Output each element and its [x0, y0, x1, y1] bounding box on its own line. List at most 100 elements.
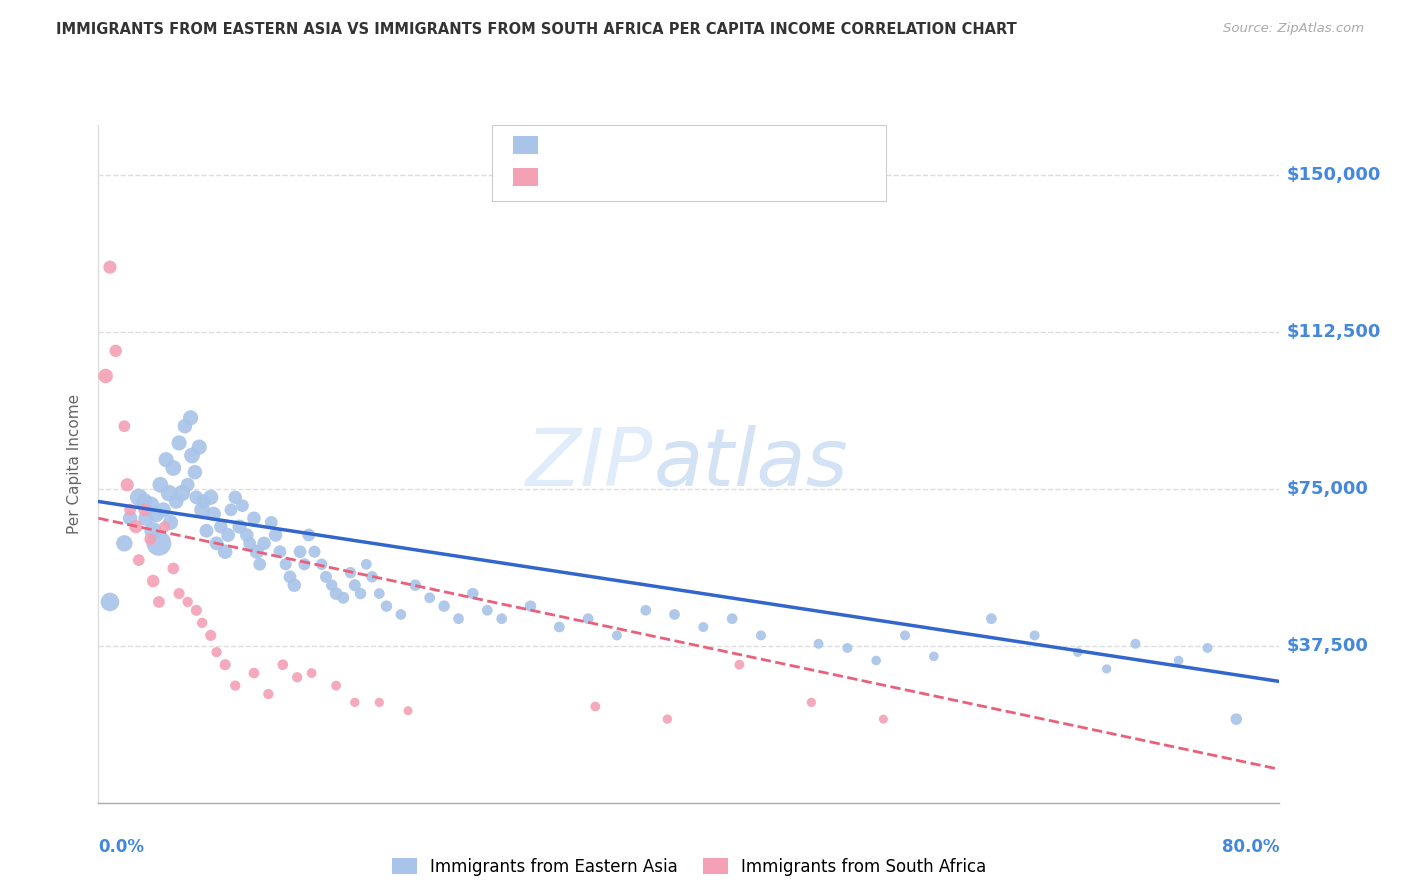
Point	[202, 507, 225, 521]
Point	[135, 511, 157, 525]
Point	[112, 536, 135, 550]
Point	[311, 558, 333, 572]
Point	[243, 511, 266, 525]
Point	[155, 452, 177, 467]
Text: $150,000: $150,000	[1286, 166, 1381, 184]
Text: $75,000: $75,000	[1286, 480, 1368, 498]
Point	[1095, 662, 1118, 676]
Point	[191, 615, 214, 630]
Point	[278, 570, 301, 584]
Point	[249, 558, 271, 572]
Text: atlas: atlas	[654, 425, 848, 503]
Point	[304, 545, 326, 559]
Point	[214, 657, 236, 672]
Point	[165, 494, 187, 508]
Point	[800, 695, 823, 709]
Point	[447, 612, 470, 626]
Point	[583, 699, 606, 714]
Point	[264, 528, 287, 542]
Point	[1024, 628, 1046, 642]
Legend: Immigrants from Eastern Asia, Immigrants from South Africa: Immigrants from Eastern Asia, Immigrants…	[385, 851, 993, 882]
Point	[128, 491, 150, 505]
Point	[433, 599, 456, 614]
Point	[162, 561, 184, 575]
Point	[125, 519, 148, 533]
Point	[301, 666, 323, 681]
Point	[285, 670, 308, 684]
Point	[419, 591, 441, 605]
Point	[315, 570, 337, 584]
Point	[98, 260, 121, 275]
Point	[120, 503, 142, 517]
Point	[134, 503, 156, 517]
Point	[152, 503, 174, 517]
Point	[200, 491, 222, 505]
Point	[461, 586, 484, 600]
Point	[288, 545, 311, 559]
Point	[1125, 637, 1147, 651]
Point	[134, 494, 156, 508]
Point	[205, 536, 228, 550]
Point	[200, 628, 222, 642]
Point	[148, 536, 170, 550]
Point	[243, 666, 266, 681]
Point	[361, 570, 384, 584]
Text: 80.0%: 80.0%	[1222, 838, 1279, 856]
Point	[177, 595, 200, 609]
Text: $37,500: $37,500	[1286, 637, 1368, 655]
Point	[228, 519, 250, 533]
Point	[193, 494, 215, 508]
Point	[349, 586, 371, 600]
Point	[389, 607, 412, 622]
Point	[728, 657, 751, 672]
Point	[865, 653, 887, 667]
Point	[634, 603, 657, 617]
Point	[343, 578, 366, 592]
Point	[325, 679, 347, 693]
Point	[120, 511, 142, 525]
Text: $112,500: $112,500	[1286, 323, 1381, 341]
Point	[477, 603, 499, 617]
Point	[177, 477, 200, 491]
Point	[224, 679, 246, 693]
Point	[142, 524, 165, 538]
Point	[167, 436, 190, 450]
Point	[1225, 712, 1247, 726]
Point	[104, 343, 127, 358]
Text: 0.0%: 0.0%	[98, 838, 145, 856]
Point	[260, 516, 283, 530]
Point	[368, 695, 391, 709]
Point	[298, 528, 321, 542]
Point	[1067, 645, 1090, 659]
Point	[142, 574, 165, 588]
Point	[186, 491, 208, 505]
Point	[519, 599, 541, 614]
Point	[269, 545, 291, 559]
Point	[162, 461, 184, 475]
Point	[148, 595, 170, 609]
Point	[576, 612, 599, 626]
Point	[186, 603, 208, 617]
Point	[139, 499, 162, 513]
Point	[375, 599, 398, 614]
Point	[219, 503, 242, 517]
Point	[343, 695, 366, 709]
Point	[246, 545, 269, 559]
Point	[181, 449, 204, 463]
Point	[173, 419, 195, 434]
Point	[214, 545, 236, 559]
Point	[749, 628, 772, 642]
Text: ZIP: ZIP	[526, 425, 654, 503]
Point	[253, 536, 276, 550]
Point	[257, 687, 280, 701]
Point	[491, 612, 513, 626]
Point	[807, 637, 830, 651]
Point	[271, 657, 294, 672]
Point	[128, 553, 150, 567]
Point	[205, 645, 228, 659]
Point	[157, 486, 180, 500]
Point	[922, 649, 945, 664]
Point	[657, 712, 679, 726]
Point	[332, 591, 354, 605]
Point	[191, 503, 214, 517]
